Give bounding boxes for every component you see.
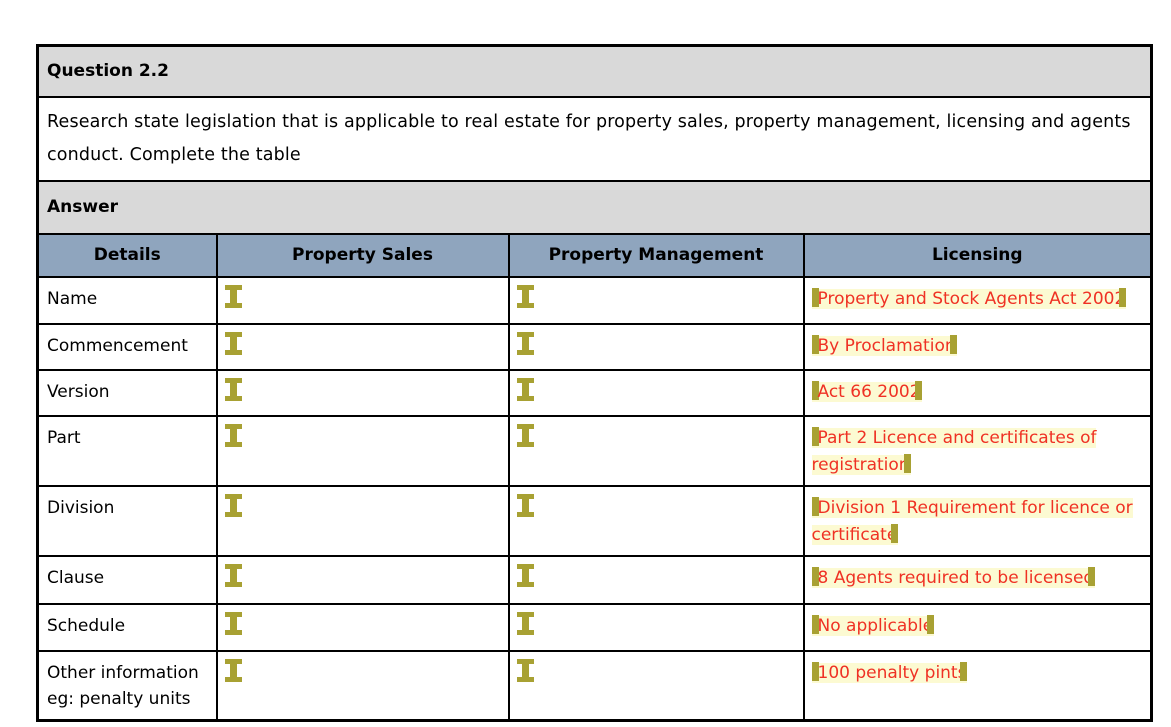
field-end-marker-icon <box>927 614 935 634</box>
licensing-value: Act 66 2002 <box>817 381 921 402</box>
text-cursor-icon <box>224 377 242 401</box>
column-header-property-sales: Property Sales <box>215 232 510 278</box>
column-header-property-management: Property Management <box>507 232 805 278</box>
licensing-field-other-information[interactable]: 100 penalty pints <box>802 649 1153 722</box>
property-management-field-schedule[interactable] <box>507 602 805 652</box>
question-body-text: Research state legislation that is appli… <box>47 111 1131 165</box>
property-management-field-version[interactable] <box>507 368 805 417</box>
question-body-band: Research state legislation that is appli… <box>36 95 1153 182</box>
text-cursor-icon <box>516 284 534 308</box>
licensing-field-version[interactable]: Act 66 2002 <box>802 368 1153 417</box>
property-sales-field-clause[interactable] <box>215 554 510 605</box>
field-end-marker-icon <box>891 523 899 543</box>
property-management-field-division[interactable] <box>507 484 805 557</box>
table-row: Other information eg: penalty units 100 … <box>36 649 1153 722</box>
licensing-value: By Proclamation <box>817 335 956 356</box>
field-start-marker-icon <box>811 426 819 446</box>
row-label-commencement: Commencement <box>36 322 218 371</box>
text-cursor-icon <box>224 284 242 308</box>
field-start-marker-icon <box>811 380 819 400</box>
property-sales-field-other-information[interactable] <box>215 649 510 722</box>
property-sales-field-part[interactable] <box>215 414 510 487</box>
question-title: Question 2.2 <box>47 61 169 82</box>
table-row: Clause 8 Agents required to be licensed <box>36 554 1153 605</box>
licensing-value: Division 1 Requirement for licence or ce… <box>811 497 1133 545</box>
field-end-marker-icon <box>1119 287 1127 307</box>
text-cursor-icon <box>224 331 242 355</box>
table-header-row: Details Property Sales Property Manageme… <box>36 232 1153 278</box>
answer-band: Answer <box>36 179 1153 235</box>
property-sales-field-division[interactable] <box>215 484 510 557</box>
table-row: Schedule No applicable <box>36 602 1153 652</box>
property-sales-field-commencement[interactable] <box>215 322 510 371</box>
field-start-marker-icon <box>811 496 819 516</box>
row-label-name: Name <box>36 275 218 325</box>
field-start-marker-icon <box>811 661 819 681</box>
property-management-field-clause[interactable] <box>507 554 805 605</box>
table-row: Version Act 66 2002 <box>36 368 1153 417</box>
property-management-field-name[interactable] <box>507 275 805 325</box>
property-management-field-other-information[interactable] <box>507 649 805 722</box>
text-cursor-icon <box>516 563 534 587</box>
property-management-field-part[interactable] <box>507 414 805 487</box>
row-label-other-information: Other information eg: penalty units <box>36 649 218 722</box>
text-cursor-icon <box>516 611 534 635</box>
field-end-marker-icon <box>903 453 911 473</box>
licensing-value: Part 2 Licence and certificates of regis… <box>811 427 1097 475</box>
text-cursor-icon <box>224 423 242 447</box>
licensing-field-commencement[interactable]: By Proclamation <box>802 322 1153 371</box>
field-start-marker-icon <box>811 287 819 307</box>
text-cursor-icon <box>516 377 534 401</box>
field-start-marker-icon <box>811 334 819 354</box>
field-start-marker-icon <box>811 614 819 634</box>
table-row: Part Part 2 Licence and certificates of … <box>36 414 1153 487</box>
field-end-marker-icon <box>1088 566 1096 586</box>
licensing-field-schedule[interactable]: No applicable <box>802 602 1153 652</box>
text-cursor-icon <box>516 423 534 447</box>
text-cursor-icon <box>224 563 242 587</box>
property-sales-field-name[interactable] <box>215 275 510 325</box>
licensing-field-division[interactable]: Division 1 Requirement for licence or ce… <box>802 484 1153 557</box>
field-end-marker-icon <box>949 334 957 354</box>
licensing-value: 100 penalty pints <box>817 662 967 683</box>
text-cursor-icon <box>224 493 242 517</box>
licensing-field-clause[interactable]: 8 Agents required to be licensed <box>802 554 1153 605</box>
property-sales-field-version[interactable] <box>215 368 510 417</box>
property-sales-field-schedule[interactable] <box>215 602 510 652</box>
question-title-band: Question 2.2 <box>36 44 1153 98</box>
licensing-field-part[interactable]: Part 2 Licence and certificates of regis… <box>802 414 1153 487</box>
column-header-licensing: Licensing <box>802 232 1153 278</box>
row-label-version: Version <box>36 368 218 417</box>
row-label-schedule: Schedule <box>36 602 218 652</box>
table-row: Division Division 1 Requirement for lice… <box>36 484 1153 557</box>
column-header-details: Details <box>36 232 218 278</box>
table-row: Name Property and Stock Agents Act 2002 <box>36 275 1153 325</box>
field-end-marker-icon <box>960 661 968 681</box>
licensing-value: 8 Agents required to be licensed <box>817 567 1095 588</box>
field-end-marker-icon <box>914 380 922 400</box>
table-row: Commencement By Proclamation <box>36 322 1153 371</box>
licensing-value: Property and Stock Agents Act 2002 <box>817 288 1126 309</box>
licensing-value: No applicable <box>817 615 934 636</box>
text-cursor-icon <box>224 658 242 682</box>
text-cursor-icon <box>516 493 534 517</box>
text-cursor-icon <box>516 658 534 682</box>
property-management-field-commencement[interactable] <box>507 322 805 371</box>
question-table: Question 2.2 Research state legislation … <box>36 44 1154 722</box>
text-cursor-icon <box>516 331 534 355</box>
licensing-field-name[interactable]: Property and Stock Agents Act 2002 <box>802 275 1153 325</box>
answer-label: Answer <box>47 197 118 217</box>
row-label-clause: Clause <box>36 554 218 605</box>
text-cursor-icon <box>224 611 242 635</box>
row-label-division: Division <box>36 484 218 557</box>
field-start-marker-icon <box>811 566 819 586</box>
row-label-part: Part <box>36 414 218 487</box>
